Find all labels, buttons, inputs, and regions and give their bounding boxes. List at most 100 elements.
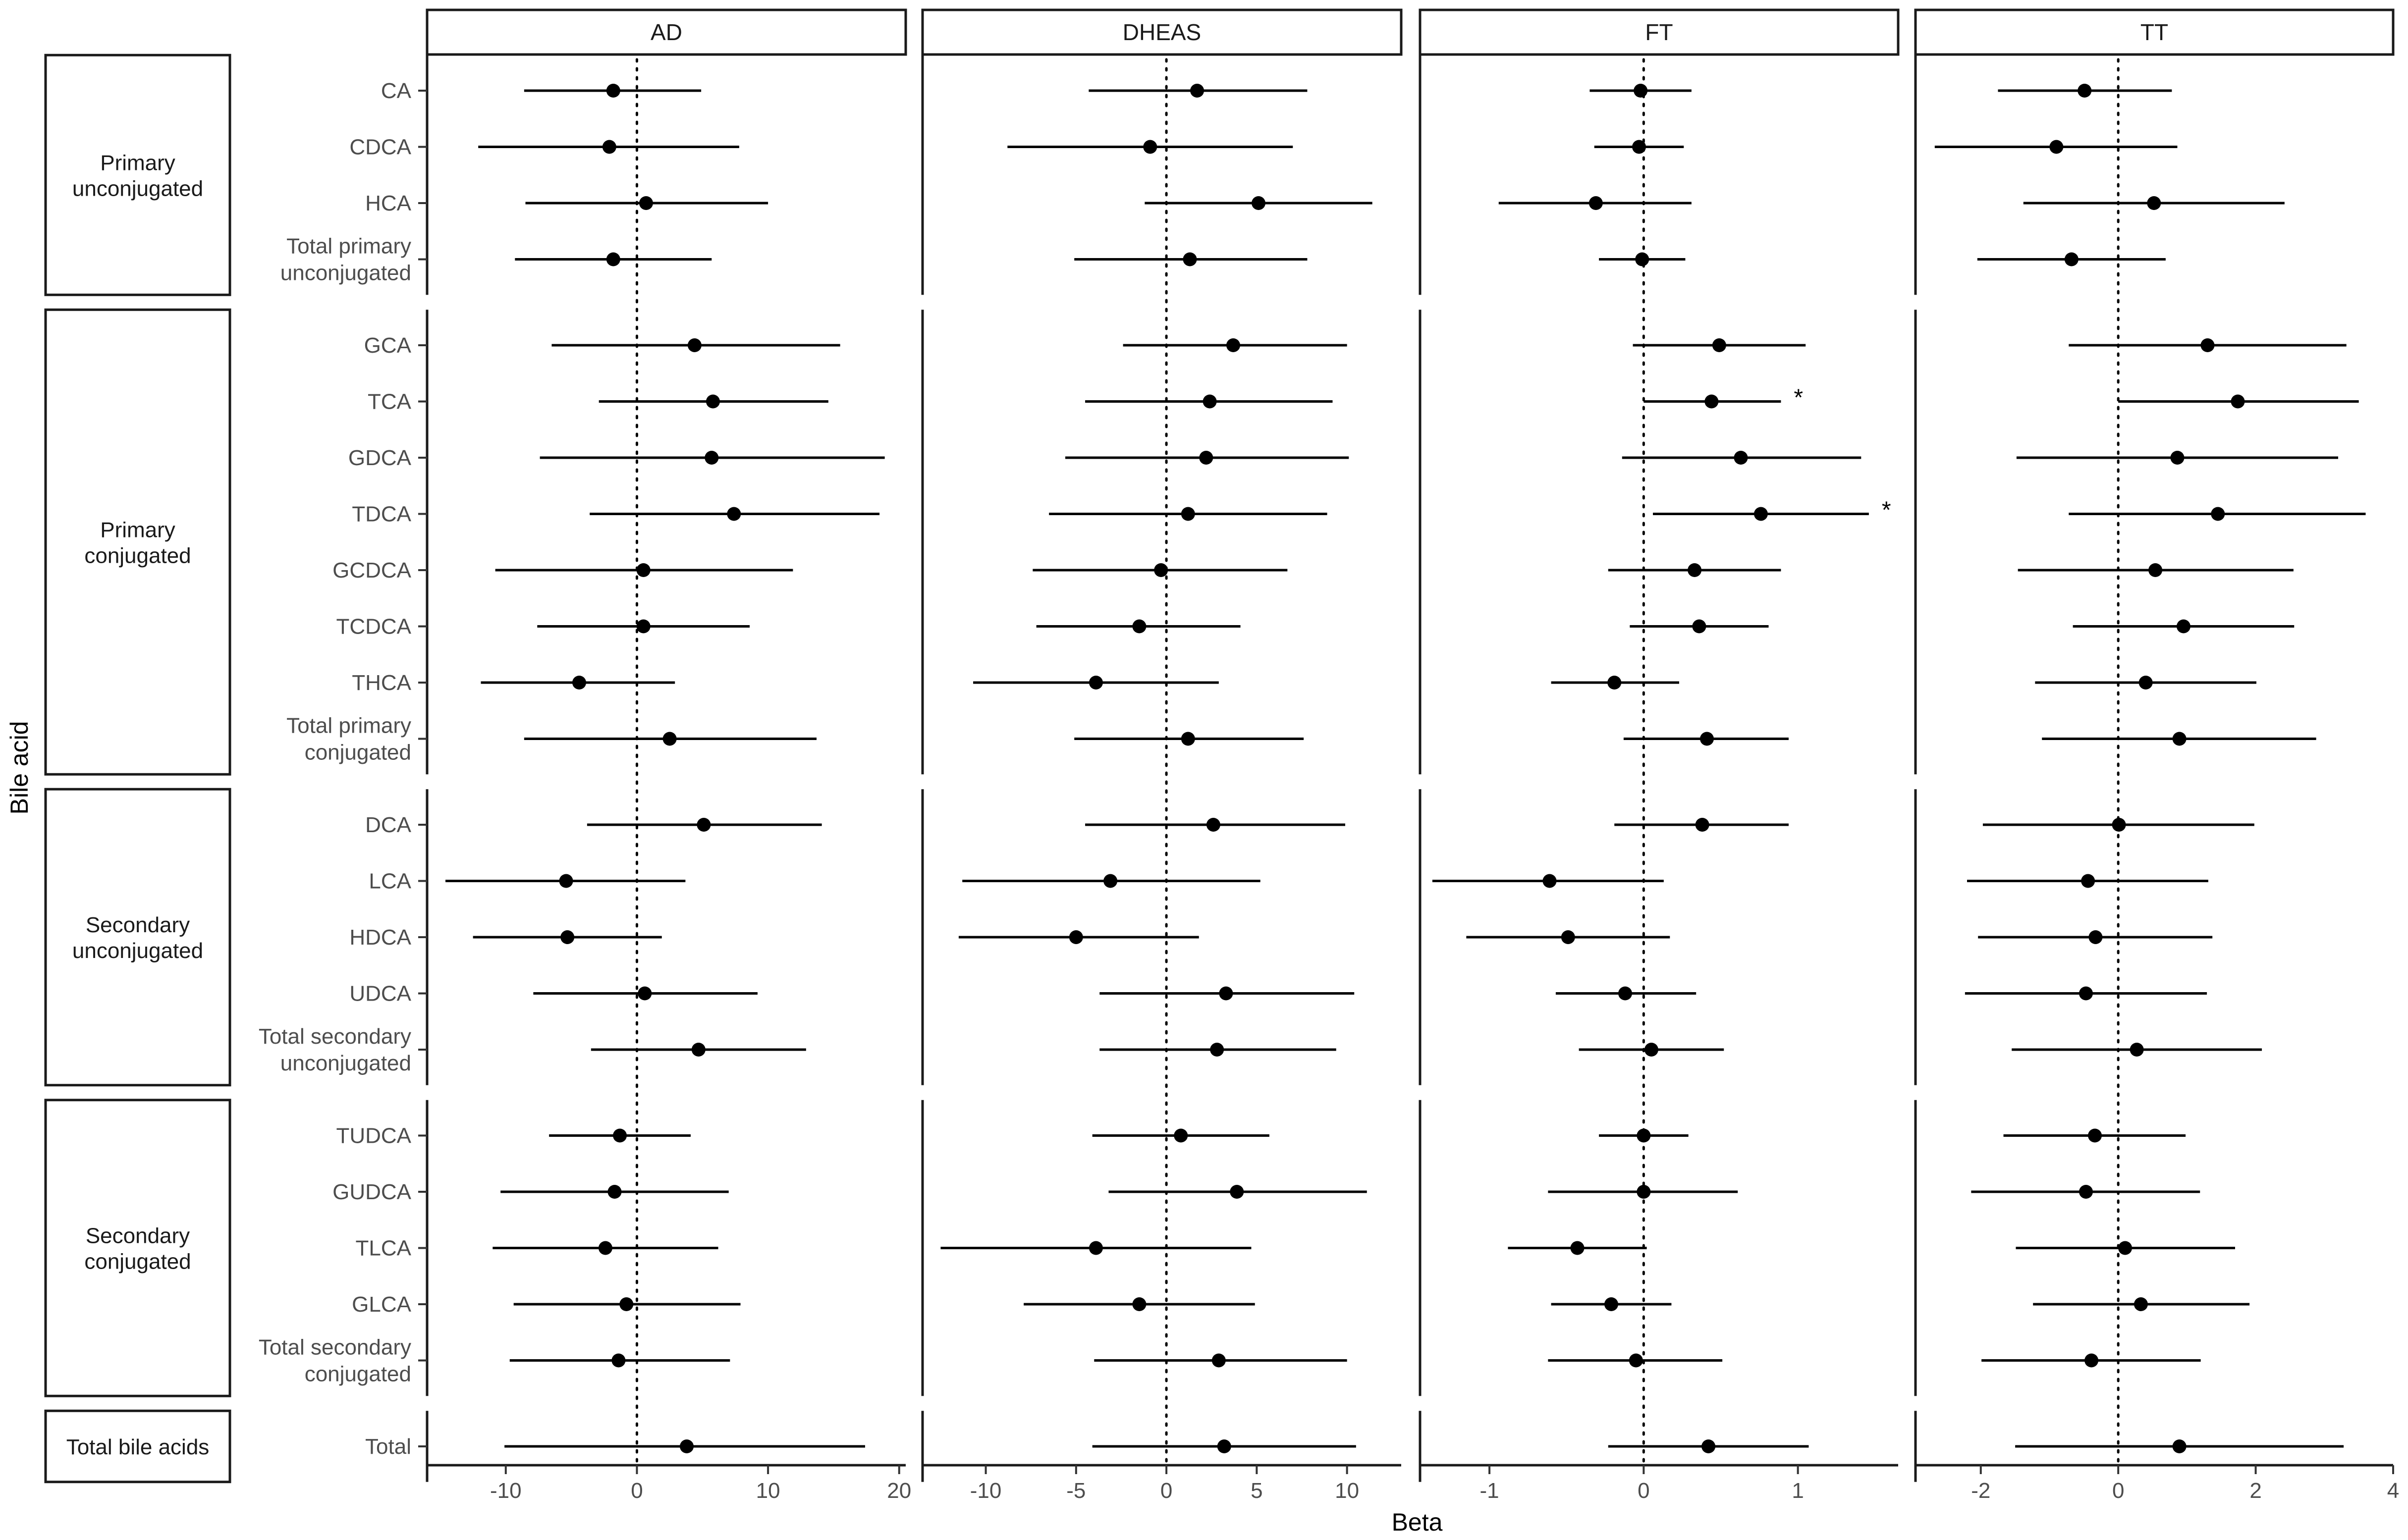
point-estimate [2172, 732, 2187, 746]
point-estimate [1561, 930, 1575, 944]
point-estimate [1734, 451, 1748, 465]
x-tick-label: -1 [1480, 1479, 1499, 1503]
row-label: Total [365, 1434, 411, 1459]
group-box [44, 308, 231, 776]
point-estimate [1692, 619, 1706, 634]
point-estimate [2064, 252, 2079, 266]
row-label: TCA [368, 390, 412, 414]
x-tick-label: 10 [1335, 1479, 1359, 1503]
point-estimate [611, 1353, 626, 1368]
row-label: UDCA [349, 982, 411, 1006]
point-estimate [1069, 930, 1083, 944]
point-estimate [706, 394, 720, 409]
point-estimate [638, 986, 652, 1001]
row-label: TUDCA [336, 1124, 411, 1148]
panel-strips: AD DHEAS FT TT [426, 8, 2395, 56]
point-estimate [2138, 676, 2153, 690]
strip-box [921, 8, 1403, 56]
point-estimate [1712, 338, 1726, 352]
x-tick-label: 0 [1638, 1479, 1649, 1503]
panel-strip-ad: AD [426, 8, 907, 56]
group-label: Secondary unconjugated [72, 913, 203, 963]
point-estimate [636, 619, 651, 634]
point-estimate [1588, 196, 1603, 210]
point-estimate [1252, 196, 1266, 210]
panel-tt: -2 0 2 4 [1914, 55, 2399, 1503]
row-label: GDCA [348, 446, 412, 470]
point-estimate [1753, 507, 1768, 521]
point-estimate [1618, 986, 1633, 1001]
point-estimate [1644, 1043, 1658, 1057]
point-estimate [559, 874, 573, 888]
point-estimate [687, 338, 702, 352]
point-estimate [2134, 1297, 2148, 1311]
x-tick-label: -10 [970, 1479, 1002, 1503]
strip-label: DHEAS [1123, 19, 1201, 45]
group-box [44, 1099, 231, 1397]
point-estimate [2088, 1128, 2102, 1143]
point-estimate [606, 84, 620, 98]
point-estimate [1183, 252, 1197, 266]
group-label: Primary unconjugated [72, 151, 203, 201]
strip-box [1419, 8, 1900, 56]
point-estimate [1132, 1297, 1147, 1311]
point-estimate [1635, 252, 1649, 266]
point-estimate [560, 930, 575, 944]
row-label: HDCA [349, 925, 411, 950]
x-tick-label: 0 [2112, 1479, 2124, 1503]
row-label: Total secondary unconjugated [259, 1024, 411, 1075]
point-estimate [1217, 1439, 1231, 1453]
point-estimate [1695, 818, 1709, 832]
point-estimate [705, 451, 719, 465]
x-tick-label: 20 [887, 1479, 911, 1503]
point-estimate [2170, 451, 2185, 465]
point-estimate [691, 1043, 706, 1057]
point-estimate [602, 140, 616, 154]
group-label: Primary conjugated [84, 518, 191, 568]
row-label: CA [381, 79, 412, 103]
point-estimate [606, 252, 620, 266]
x-tick-label: 0 [631, 1479, 643, 1503]
point-estimate [2049, 140, 2064, 154]
strip-label: AD [651, 19, 682, 45]
point-estimate [1089, 1241, 1103, 1255]
point-estimate [697, 818, 711, 832]
point-estimate [1190, 84, 1204, 98]
point-estimate [1629, 1353, 1643, 1368]
point-estimate [2148, 563, 2163, 577]
row-label: Total primary conjugated [286, 714, 411, 765]
point-estimate [680, 1439, 694, 1453]
point-estimate [1570, 1241, 1585, 1255]
significance-marker: * [1882, 497, 1891, 524]
group-box [44, 1409, 231, 1484]
point-estimate [1542, 874, 1557, 888]
point-estimate [2172, 1439, 2187, 1453]
point-estimate [1219, 986, 1233, 1001]
panel-strip-dheas: DHEAS [921, 8, 1403, 56]
point-estimate [613, 1128, 627, 1143]
x-tick-label: 1 [1792, 1479, 1804, 1503]
panel-strip-tt: TT [1914, 8, 2395, 56]
row-labels: CA CDCA HCA Total primary unconjugated GCA TCA… [259, 79, 427, 1459]
panel-ad: -10 0 10 20 [426, 55, 911, 1503]
row-label: GCDCA [332, 558, 412, 583]
point-estimate [2079, 986, 2093, 1001]
strip-box [426, 8, 907, 56]
row-label: TLCA [356, 1236, 412, 1261]
x-tick-label: 0 [1160, 1479, 1172, 1503]
point-estimate [1230, 1185, 1244, 1199]
point-estimate [1226, 338, 1240, 352]
group-label: Secondary conjugated [84, 1224, 191, 1274]
point-estimate [2130, 1043, 2144, 1057]
point-estimate [1181, 732, 1195, 746]
x-tick-label: 5 [1251, 1479, 1262, 1503]
group-box [44, 53, 231, 296]
point-estimate [619, 1297, 634, 1311]
point-estimate [2112, 818, 2126, 832]
x-tick-label: 2 [2249, 1479, 2261, 1503]
row-label: CDCA [349, 135, 411, 159]
x-tick-label: -5 [1066, 1479, 1086, 1503]
row-label: TDCA [352, 502, 411, 527]
point-estimate [2200, 338, 2215, 352]
point-estimate [2078, 84, 2092, 98]
